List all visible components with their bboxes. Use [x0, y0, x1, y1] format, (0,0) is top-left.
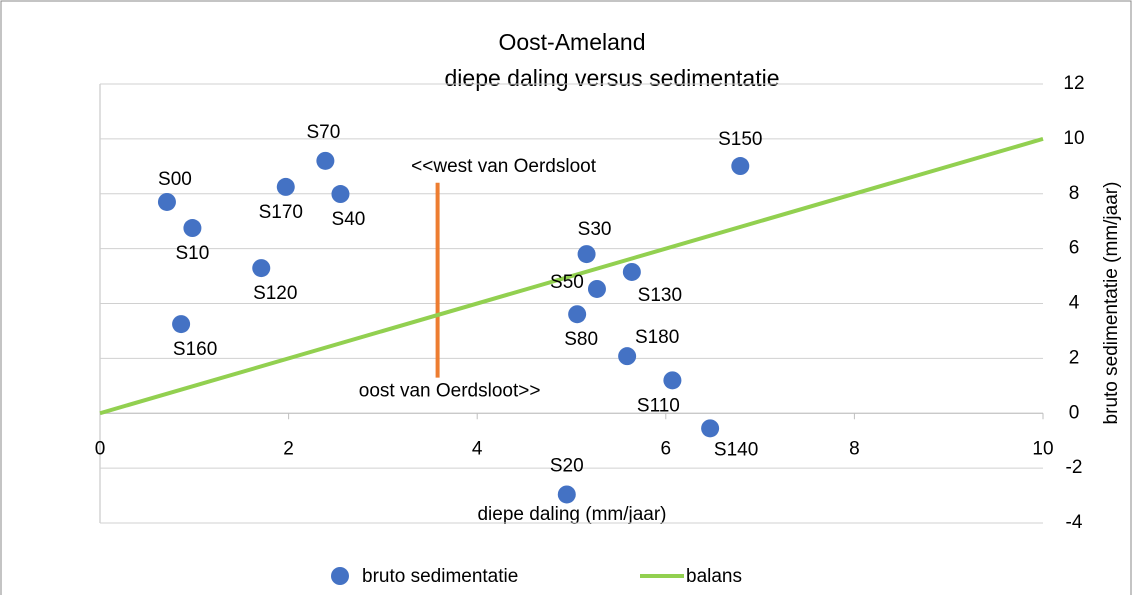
- data-point: [183, 219, 202, 238]
- data-point: [157, 192, 176, 211]
- data-point: [252, 259, 271, 278]
- data-point: [557, 485, 576, 504]
- point-label: S40: [332, 209, 366, 230]
- point-label: S10: [176, 243, 210, 264]
- data-point: [663, 371, 682, 390]
- point-label: S160: [173, 339, 217, 360]
- data-point: [731, 157, 750, 176]
- chart-title: Oost-Ameland: [498, 29, 645, 55]
- legend-marker: [331, 567, 349, 585]
- x-axis-label: diepe daling (mm/jaar): [477, 504, 666, 525]
- legend-label: bruto sedimentatie: [362, 566, 518, 587]
- point-label: S110: [637, 395, 680, 416]
- point-label: S50: [550, 272, 584, 293]
- x-tick-label: 8: [849, 438, 860, 459]
- point-label: S150: [718, 129, 762, 150]
- point-label: S00: [158, 169, 192, 190]
- data-point: [568, 305, 587, 324]
- point-label: S180: [635, 327, 679, 348]
- data-point: [622, 262, 641, 281]
- y-tick-label: 10: [1063, 128, 1084, 149]
- data-point: [276, 177, 295, 196]
- x-tick-label: 10: [1032, 438, 1053, 459]
- point-label: S170: [259, 202, 303, 223]
- point-label: S140: [714, 439, 758, 460]
- data-point: [618, 347, 637, 366]
- legend-label: balans: [686, 566, 742, 587]
- point-label: S20: [550, 455, 584, 476]
- y-tick-label: 12: [1063, 73, 1084, 94]
- y-tick-label: -2: [1066, 457, 1083, 478]
- data-point: [316, 151, 335, 170]
- x-tick-label: 0: [95, 438, 106, 459]
- point-label: S80: [564, 329, 598, 350]
- point-label: S70: [306, 122, 340, 143]
- y-tick-label: 6: [1069, 238, 1080, 259]
- x-tick-label: 4: [472, 438, 483, 459]
- x-tick-label: 6: [661, 438, 672, 459]
- line-series: [99, 136, 1044, 416]
- annotation: oost van Oerdsloot>>: [359, 381, 541, 402]
- data-point: [587, 279, 606, 298]
- point-label: S130: [638, 285, 682, 306]
- data-point: [577, 245, 596, 264]
- annotation: <<west van Oerdsloot: [411, 156, 597, 177]
- chart-subtitle: diepe daling versus sedimentatie: [445, 65, 780, 91]
- data-point: [172, 315, 191, 334]
- point-label: S120: [253, 283, 297, 304]
- y-tick-label: -4: [1066, 512, 1083, 533]
- data-point: [331, 185, 350, 204]
- y-axis-label: bruto sedimentatie (mm/jaar): [1101, 182, 1122, 425]
- x-tick-label: 2: [283, 438, 294, 459]
- y-tick-label: 2: [1069, 347, 1080, 368]
- point-label: S30: [578, 219, 612, 240]
- data-point: [701, 419, 720, 438]
- y-tick-label: 8: [1069, 183, 1080, 204]
- y-tick-label: 4: [1069, 293, 1080, 314]
- y-tick-label: 0: [1069, 402, 1080, 423]
